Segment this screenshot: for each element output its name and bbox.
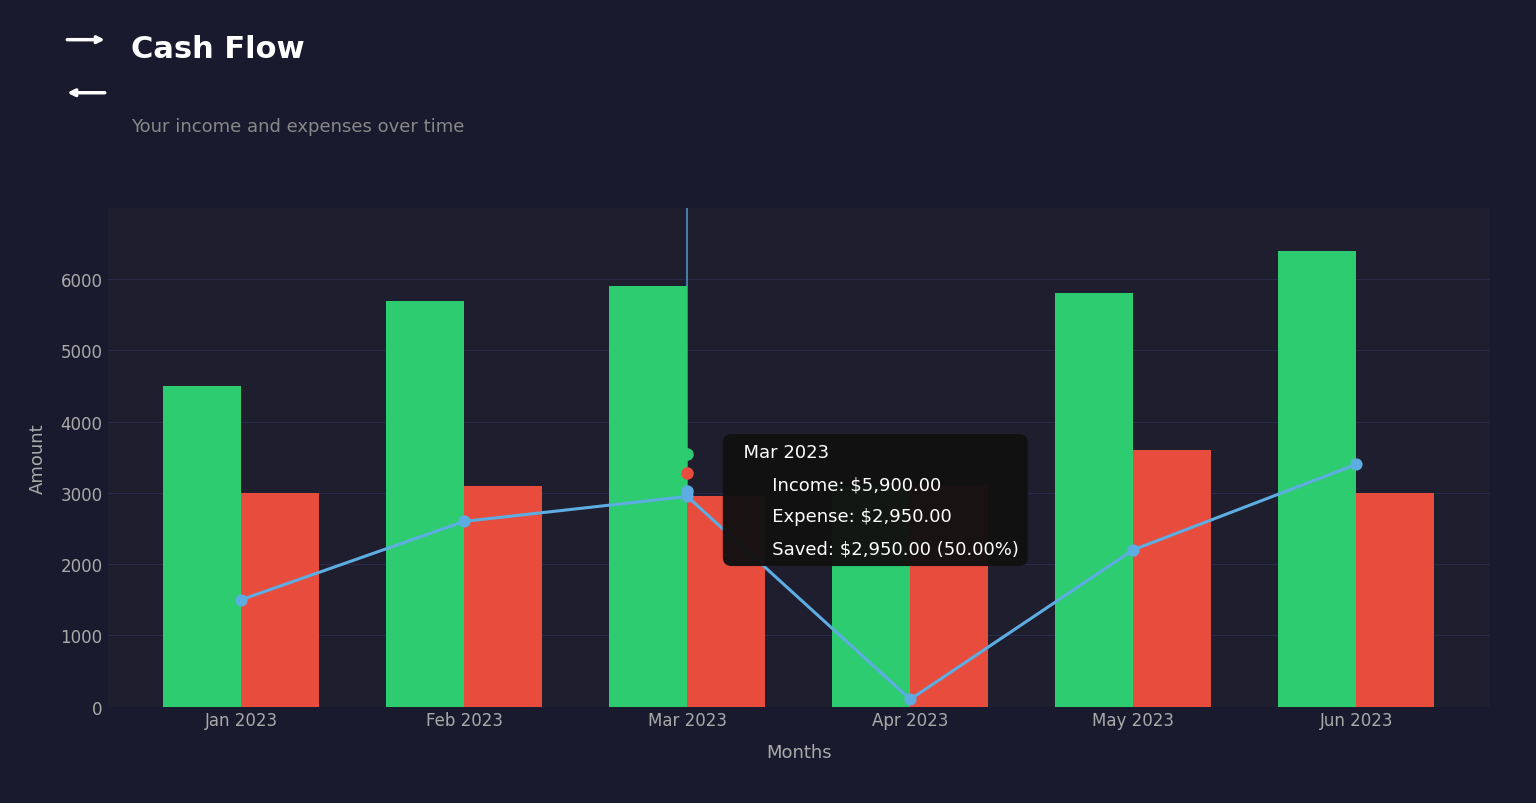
Bar (610, 287, 687, 707)
Bar (1055, 294, 1134, 707)
Point (899, 693, 923, 706)
Bar (1134, 450, 1212, 707)
X-axis label: Months: Months (766, 744, 831, 761)
Text: Cash Flow: Cash Flow (131, 35, 304, 64)
Bar (833, 486, 911, 707)
Text: Mar 2023
       Income: $5,900.00
       Expense: $2,950.00
       Saved: $2,950: Mar 2023 Income: $5,900.00 Expense: $2,9… (731, 443, 1018, 557)
Bar (687, 497, 765, 707)
Point (1121, 544, 1146, 556)
Bar (386, 301, 464, 707)
Bar (163, 386, 241, 707)
Bar (1278, 251, 1356, 707)
Bar (1356, 493, 1435, 707)
Bar (911, 486, 988, 707)
Bar (241, 493, 319, 707)
Bar (464, 486, 542, 707)
Point (674, 491, 699, 503)
Point (1344, 459, 1369, 471)
Point (452, 516, 476, 528)
Point (229, 593, 253, 606)
Text: Your income and expenses over time: Your income and expenses over time (131, 118, 464, 137)
Y-axis label: Amount: Amount (29, 422, 46, 493)
